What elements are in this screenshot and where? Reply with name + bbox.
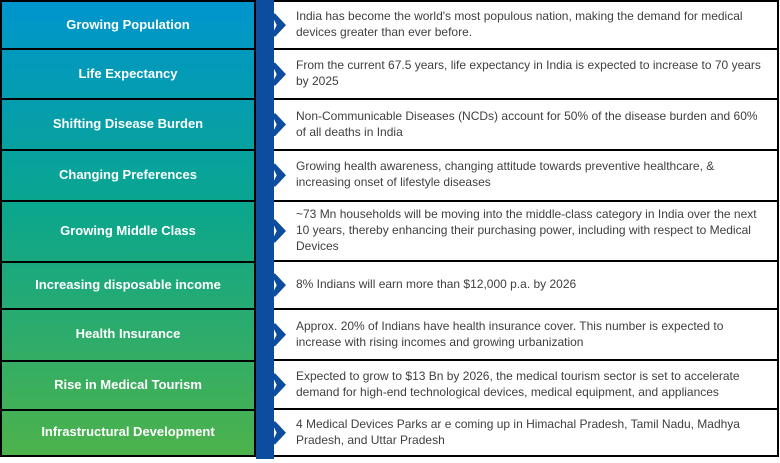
driver-label-text: Shifting Disease Burden: [52, 115, 204, 131]
driver-label-text: Infrastructural Development: [41, 424, 215, 440]
description-row: Expected to grow to $13 Bn by 2026, the …: [271, 361, 777, 411]
description-row: India has become the world's most populo…: [271, 2, 777, 51]
driver-label-rise-in-medical-tourism: Rise in Medical Tourism: [2, 362, 254, 411]
chevron-right-icon: [271, 323, 286, 347]
description-row: 8% Indians will earn more than $12,000 p…: [271, 262, 777, 310]
chevron-right-icon: [271, 163, 286, 187]
driver-label-life-expectancy: Life Expectancy: [2, 50, 254, 100]
description-text: ~73 Mn households will be moving into th…: [296, 207, 757, 253]
description-row: Growing health awareness, changing attit…: [271, 151, 777, 202]
chevron-right-icon: [271, 113, 286, 136]
chevron-right-icon: [271, 373, 286, 397]
description-text: Growing health awareness, changing attit…: [296, 159, 715, 190]
driver-labels-column: Growing Population Life Expectancy Shift…: [0, 0, 256, 457]
chevron-right-icon: [271, 421, 286, 445]
driver-label-text: Changing Preferences: [59, 166, 197, 182]
description-row: ~73 Mn households will be moving into th…: [271, 202, 777, 263]
driver-label-growing-population: Growing Population: [2, 2, 254, 51]
description-text: From the current 67.5 years, life expect…: [296, 58, 761, 89]
driver-label-infrastructural-development: Infrastructural Development: [2, 411, 254, 455]
description-row: From the current 67.5 years, life expect…: [271, 50, 777, 101]
description-text: 4 Medical Devices Parks ar e coming up i…: [296, 416, 740, 447]
driver-label-growing-middle-class: Growing Middle Class: [2, 202, 254, 263]
driver-descriptions-column: India has become the world's most populo…: [271, 0, 779, 457]
description-text: 8% Indians will earn more than $12,000 p…: [296, 277, 577, 292]
chevron-right-icon: [271, 219, 286, 243]
driver-label-health-insurance: Health Insurance: [2, 310, 254, 362]
description-row: Non-Communicable Diseases (NCDs) account…: [271, 100, 777, 151]
driver-label-text: Increasing disposable income: [35, 276, 221, 292]
driver-label-changing-preferences: Changing Preferences: [2, 151, 254, 202]
driver-label-text: Health Insurance: [75, 326, 181, 342]
driver-label-text: Life Expectancy: [78, 65, 178, 81]
chevron-right-icon: [271, 13, 286, 37]
description-text: Approx. 20% of Indians have health insur…: [296, 318, 724, 349]
description-row: 4 Medical Devices Parks ar e coming up i…: [271, 410, 777, 455]
description-text: India has become the world's most populo…: [296, 9, 743, 40]
chevron-right-icon: [271, 273, 286, 297]
vertical-divider-bar: [256, 0, 274, 459]
description-text: Non-Communicable Diseases (NCDs) account…: [296, 108, 758, 139]
driver-label-text: Growing Middle Class: [60, 222, 196, 238]
driver-label-text: Growing Population: [66, 16, 190, 32]
chevron-right-icon: [271, 62, 286, 86]
description-text: Expected to grow to $13 Bn by 2026, the …: [296, 368, 740, 399]
driver-label-shifting-disease-burden: Shifting Disease Burden: [2, 100, 254, 151]
driver-label-text: Rise in Medical Tourism: [54, 376, 202, 392]
driver-label-increasing-disposable-income: Increasing disposable income: [2, 263, 254, 311]
description-row: Approx. 20% of Indians have health insur…: [271, 310, 777, 362]
